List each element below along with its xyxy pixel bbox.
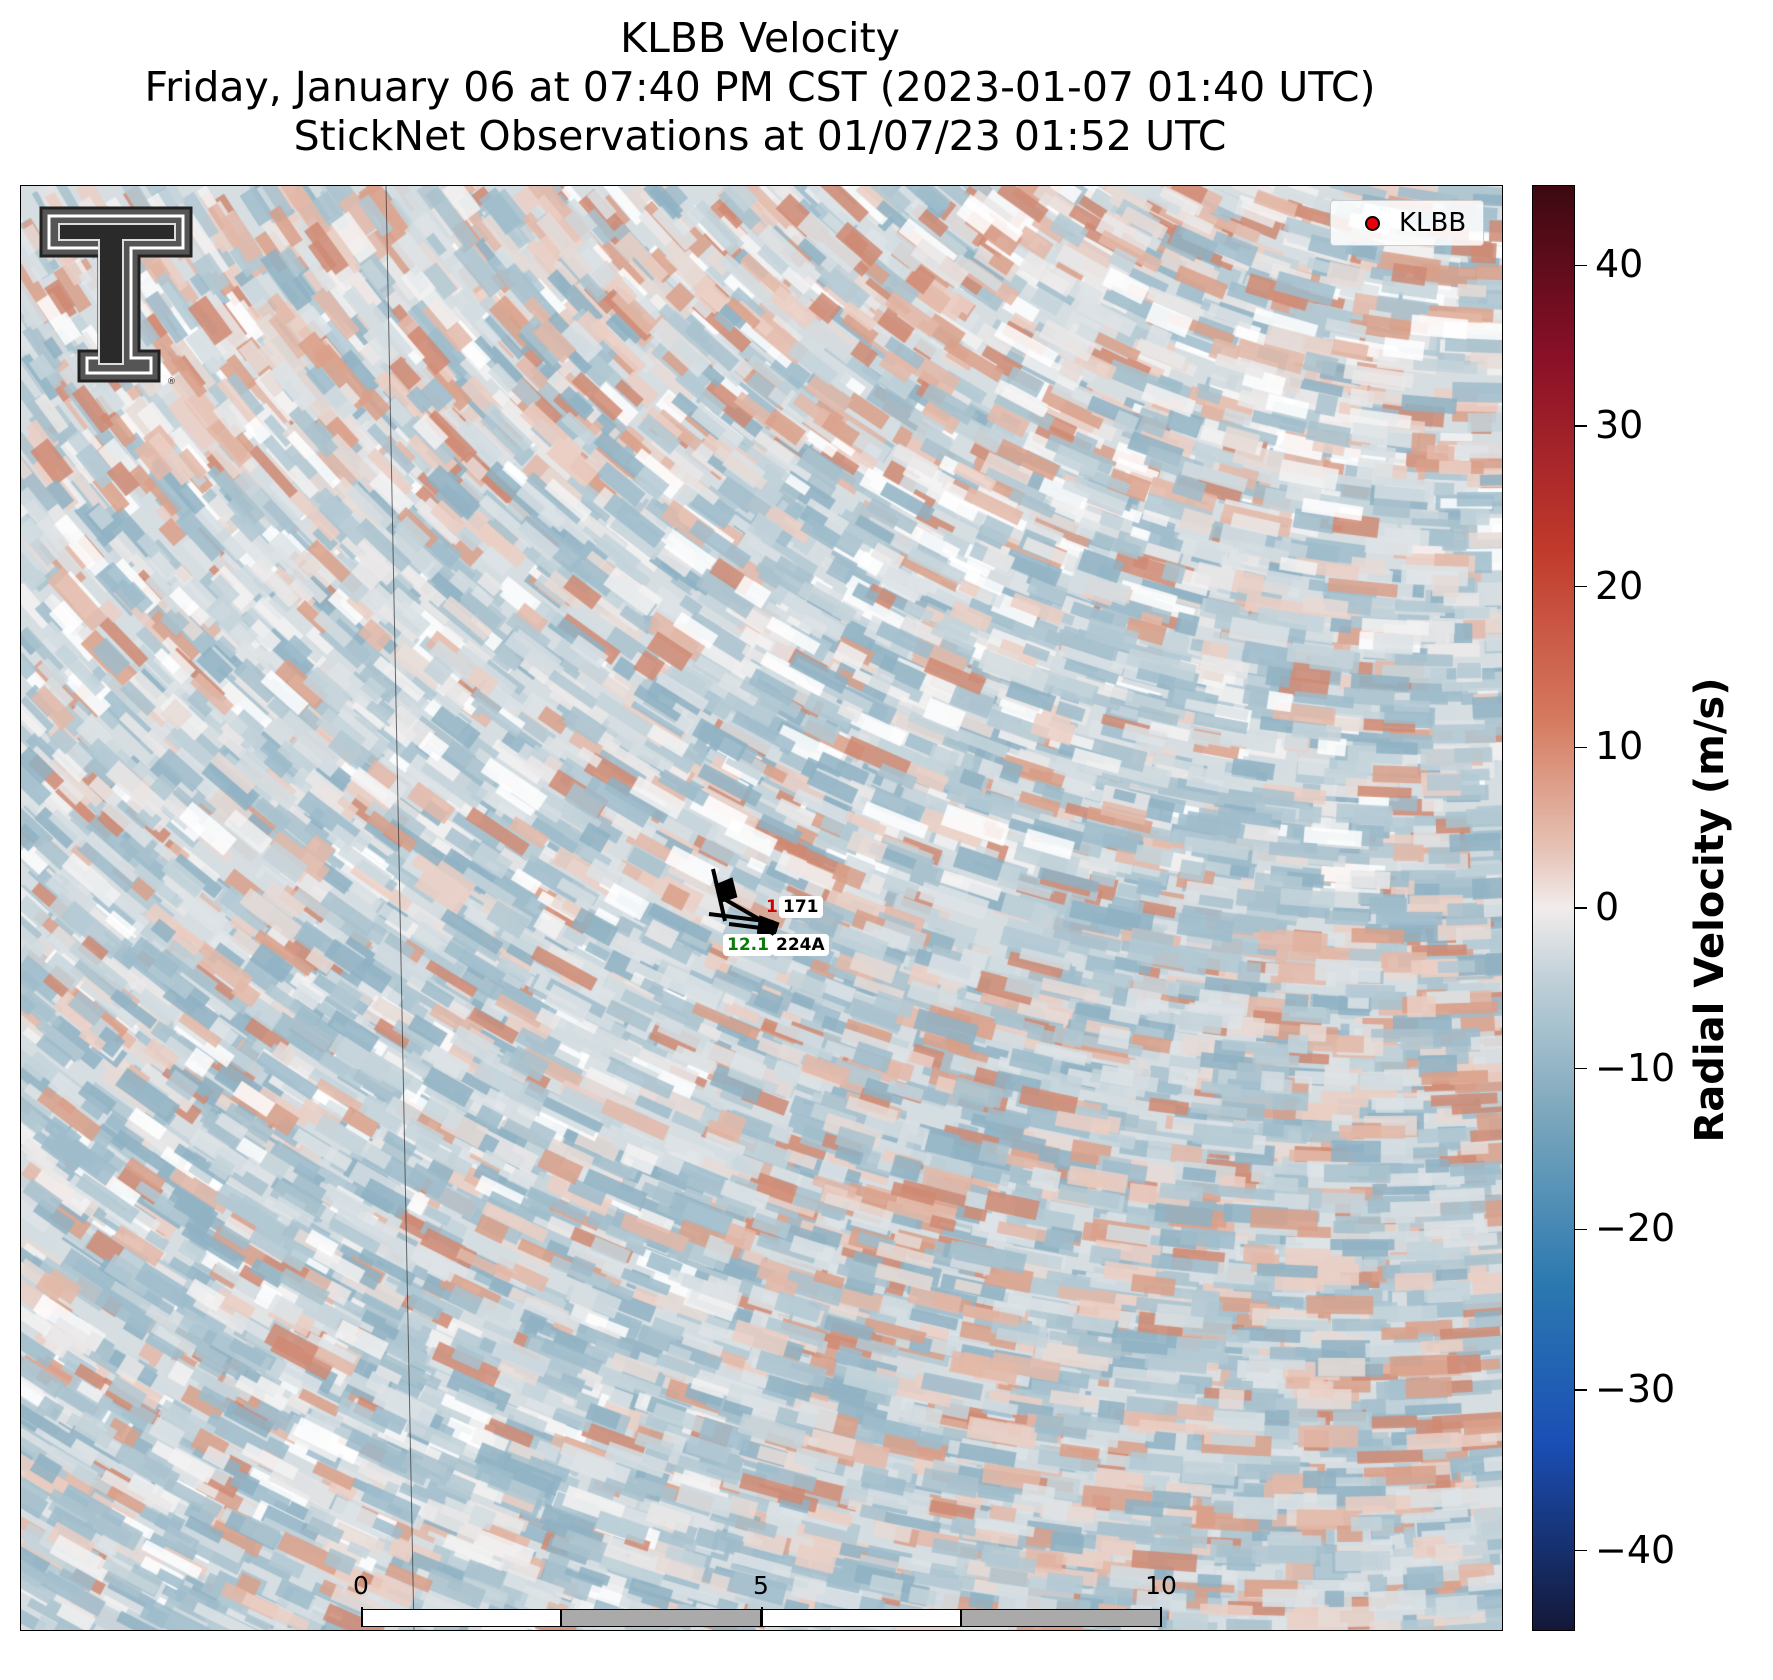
station-171-value: 1 xyxy=(766,897,778,917)
svg-text:®: ® xyxy=(167,377,176,386)
station-224a-value: 12.1 xyxy=(723,934,773,956)
scale-bar-segment xyxy=(961,1609,1161,1627)
colorbar-tick-label: −20 xyxy=(1595,1206,1676,1251)
colorbar-tick-label: 40 xyxy=(1595,242,1644,287)
colorbar-tick xyxy=(1575,264,1587,267)
station-171-id[interactable]: 171 xyxy=(779,896,823,918)
scale-unit: km xyxy=(742,1629,781,1630)
colorbar-tick-label: 30 xyxy=(1595,403,1644,447)
colorbar-tick-label: −30 xyxy=(1595,1367,1676,1411)
radar-map[interactable]: ® KLBB 1 171 12.1 224A 0 5 10 xyxy=(20,185,1503,1631)
scale-bar-segment xyxy=(761,1609,961,1627)
scale-bar: 0 5 10 km xyxy=(353,1571,1177,1630)
velocity-colorbar xyxy=(1532,185,1575,1631)
colorbar-tick-label: −10 xyxy=(1595,1045,1676,1090)
colorbar-tick-label: 10 xyxy=(1595,724,1644,769)
scale-bar-segment xyxy=(561,1609,761,1627)
colorbar-tick xyxy=(1575,746,1587,749)
colorbar-title: Radial Velocity (m/s) xyxy=(1687,677,1733,1143)
scale-tick-10: 10 xyxy=(1145,1571,1177,1600)
texas-tech-double-t-logo: ® xyxy=(39,206,193,386)
legend-label: KLBB xyxy=(1399,208,1467,238)
colorbar-tick xyxy=(1575,907,1587,909)
colorbar-tick-label: 20 xyxy=(1595,563,1644,608)
colorbar-tick xyxy=(1575,1228,1587,1231)
county-boundary-line xyxy=(385,186,415,1630)
title-line-1: KLBB Velocity xyxy=(620,14,900,62)
colorbar-tick-label: 0 xyxy=(1595,885,1620,929)
radar-velocity-field xyxy=(21,186,1502,1630)
colorbar-tick xyxy=(1575,425,1587,427)
scale-bar-segment xyxy=(361,1609,561,1627)
colorbar-tick xyxy=(1575,585,1587,588)
colorbar-tick xyxy=(1575,1549,1587,1552)
map-legend: KLBB xyxy=(1330,200,1484,246)
klbb-marker-icon xyxy=(1365,216,1380,231)
station-224a-id[interactable]: 224A xyxy=(772,934,829,956)
title-line-3: StickNet Observations at 01/07/23 01:52 … xyxy=(293,112,1227,160)
colorbar-tick xyxy=(1575,1389,1587,1391)
scale-tick-0: 0 xyxy=(353,1571,369,1600)
scale-tick-5: 5 xyxy=(753,1571,769,1600)
colorbar-tick-label: −40 xyxy=(1595,1527,1676,1572)
colorbar-tick xyxy=(1575,1067,1587,1070)
title-line-2: Friday, January 06 at 07:40 PM CST (2023… xyxy=(144,63,1376,111)
